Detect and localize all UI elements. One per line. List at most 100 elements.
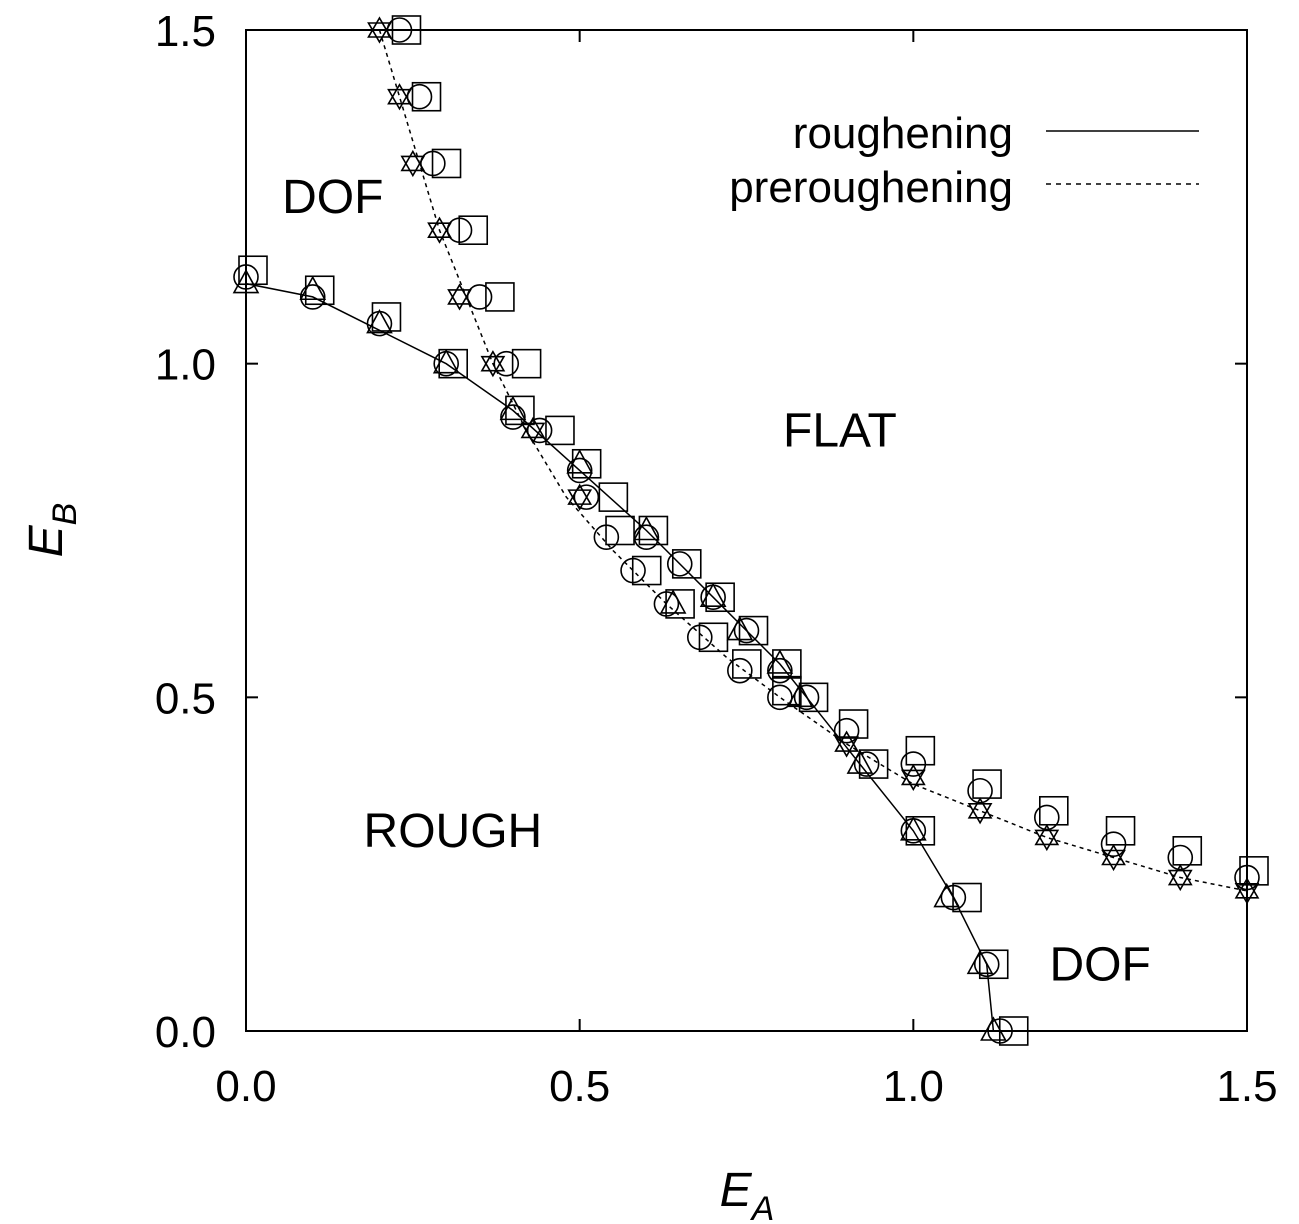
star-marker-down <box>1034 829 1060 852</box>
circle-marker <box>573 484 600 510</box>
circle-marker <box>299 284 326 310</box>
circle-marker <box>1034 804 1060 831</box>
square-marker <box>671 549 702 579</box>
star-marker-up <box>520 416 546 439</box>
circle-marker <box>767 684 793 711</box>
circle-marker <box>967 777 993 804</box>
square-marker <box>738 615 769 646</box>
square-marker <box>1172 836 1203 866</box>
circle-marker <box>466 284 493 310</box>
circle-marker <box>1167 844 1194 871</box>
triangle-marker <box>633 515 660 541</box>
star-marker-down <box>567 489 593 511</box>
star-marker-down <box>967 802 993 825</box>
data-marks <box>232 15 1269 1046</box>
square-marker <box>838 709 869 739</box>
y-tick-label: 0.0 <box>155 1008 216 1057</box>
star-marker-down <box>1101 849 1126 872</box>
star-marker-up <box>387 83 412 105</box>
region-label-dof: DOF <box>1050 938 1151 991</box>
circle-marker <box>500 404 526 430</box>
square-marker <box>772 675 802 706</box>
x-tick-label: 1.5 <box>1216 1062 1277 1111</box>
star-marker-up <box>427 216 452 238</box>
circle-marker <box>406 83 433 110</box>
square-marker <box>598 482 629 512</box>
axis-ticks: 0.0 0.5 1.0 1.5 0.0 0.5 1.0 1.5 <box>155 7 1278 1111</box>
square-marker <box>732 649 762 679</box>
star-marker-up <box>1167 863 1193 886</box>
square-marker <box>411 81 442 112</box>
series-roughening <box>232 255 1029 1046</box>
circle-marker <box>833 717 860 744</box>
square-marker <box>485 282 515 312</box>
x-tick-label: 1.0 <box>883 1062 944 1111</box>
square-marker <box>1239 856 1269 886</box>
y-tick-label: 1.5 <box>155 7 216 56</box>
circle-marker <box>493 350 520 377</box>
square-marker <box>858 749 889 779</box>
triangle-marker <box>499 395 527 421</box>
region-label-flat: FLAT <box>783 404 897 457</box>
star-marker-down <box>367 22 392 44</box>
star-marker-up <box>900 763 926 786</box>
circle-marker <box>653 591 680 617</box>
circle-marker <box>420 150 446 177</box>
square-marker <box>431 148 462 179</box>
square-marker <box>698 622 729 653</box>
triangle-marker <box>980 1016 1007 1041</box>
circle-marker <box>620 557 646 584</box>
square-marker <box>978 949 1009 980</box>
region-label-dof: DOF <box>282 171 383 224</box>
star-marker-up <box>447 283 472 305</box>
star-marker-up <box>967 797 993 819</box>
triangle-marker <box>432 348 460 374</box>
triangle-marker <box>566 449 594 474</box>
square-marker <box>631 555 662 586</box>
region-labels: DOF FLAT ROUGH DOF <box>282 171 1151 991</box>
triangle-marker <box>786 682 814 708</box>
region-label-rough: ROUGH <box>364 805 543 858</box>
circle-marker <box>446 217 473 243</box>
star-marker-up <box>834 730 859 752</box>
triangle-marker <box>366 308 393 334</box>
star-marker-down <box>520 422 546 444</box>
y-axis-title-subscript: B <box>46 503 84 526</box>
circle-marker <box>973 951 1000 978</box>
square-marker <box>905 735 936 766</box>
triangle-marker <box>726 615 754 641</box>
circle-marker <box>526 417 553 444</box>
square-marker <box>605 515 635 546</box>
circle-marker <box>666 551 693 577</box>
circle-marker <box>686 624 713 651</box>
star-marker-down <box>480 355 506 378</box>
star-marker-down <box>1167 869 1193 892</box>
x-tick-label: 0.5 <box>549 1062 610 1111</box>
plot-frame <box>245 29 1248 1032</box>
circle-marker <box>566 457 593 484</box>
square-marker <box>798 682 829 713</box>
triangle-marker <box>699 582 727 608</box>
y-tick-label: 1.0 <box>155 341 216 390</box>
legend: roughening preroughening <box>729 109 1199 212</box>
square-marker <box>1105 815 1136 846</box>
triangle-marker <box>299 275 327 301</box>
star-marker-up <box>567 483 593 505</box>
star-marker-down <box>900 769 926 792</box>
circle-marker <box>853 751 880 777</box>
square-marker <box>1039 795 1069 826</box>
circle-marker <box>793 684 820 711</box>
square-marker <box>458 215 489 245</box>
triangle-marker <box>899 816 927 841</box>
star-marker-up <box>480 350 506 372</box>
star-marker-down <box>400 155 426 178</box>
square-marker <box>972 769 1002 799</box>
triangle-marker <box>846 749 874 774</box>
y-axis-title: EB <box>20 503 84 558</box>
y-axis-title-main: E <box>20 524 73 557</box>
legend-label-preroughening: preroughening <box>729 163 1013 212</box>
triangle-marker <box>659 589 687 614</box>
circle-marker <box>767 657 793 684</box>
